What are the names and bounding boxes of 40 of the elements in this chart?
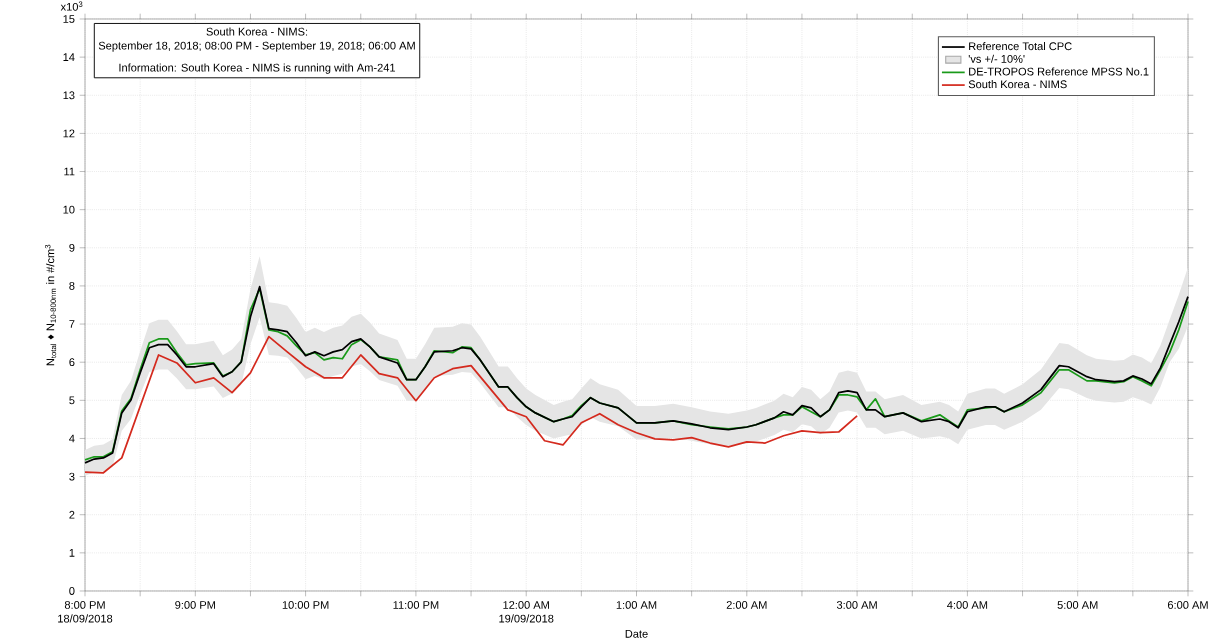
x-tick-label: 5:00 AM xyxy=(1057,601,1098,609)
y-tick-label: 14 xyxy=(63,53,75,61)
y-tick-label: 5 xyxy=(69,396,75,405)
y-axis-title: N$_{total}$ ♦ N$_{10-800nm}$ in #/cm$^{3}$ xyxy=(44,244,57,366)
y-tick-label: 13 xyxy=(63,91,75,100)
text: 18/09/2018 xyxy=(58,614,113,623)
y-tick-label: 6 xyxy=(69,358,75,367)
text: 19/09/2018 xyxy=(499,614,554,623)
y-tick-label: 0 xyxy=(69,587,75,595)
annotation: Information: South Korea - NIMS is running with Am-241 xyxy=(119,63,396,74)
x-tick-label: 6:00 AM xyxy=(1167,601,1208,609)
annotation: South Korea - NIMS: xyxy=(206,27,308,36)
x-tick-label: 12:00 AM xyxy=(503,601,549,609)
x-tick-label: 3:00 AM xyxy=(836,601,877,609)
y-tick-label: 10 xyxy=(63,205,75,214)
text: x10$^{3}$ xyxy=(60,1,83,11)
y-tick-label: 15 xyxy=(63,15,75,23)
y-tick-label: 7 xyxy=(69,320,75,328)
y-tick-label: 1 xyxy=(69,549,75,557)
annotation: 'vs +/- 10%' xyxy=(968,54,1025,63)
x-tick-label: 1:00 AM xyxy=(616,601,657,609)
legend-label: Reference Total CPC xyxy=(969,42,1072,51)
legend-label: South Korea - NIMS xyxy=(968,80,1067,89)
y-tick-label: 3 xyxy=(69,472,75,481)
y-tick-label: 2 xyxy=(69,510,75,519)
legend-label: DE-TROPOS Reference MPSS No.1 xyxy=(969,67,1149,76)
y-tick-label: 8 xyxy=(69,282,75,290)
annotation: September 18, 2018; 08:00 PM - September 19, 2018; 06:00 AM xyxy=(98,41,415,52)
y-tick-label: 12 xyxy=(63,129,75,138)
line-series xyxy=(84,335,858,474)
x-tick-label: 11:00 PM xyxy=(393,601,439,609)
x-tick-label: 4:00 AM xyxy=(947,601,988,609)
y-tick-label: 11 xyxy=(64,167,75,176)
x-tick-label: 8:00 PM xyxy=(64,601,105,609)
y-tick-label: 9 xyxy=(69,243,75,252)
y-tick-label: 4 xyxy=(69,434,75,443)
x-tick-label: 2:00 AM xyxy=(726,601,767,609)
x-tick-label: 10:00 PM xyxy=(282,601,329,609)
x-tick-label: 9:00 PM xyxy=(175,601,215,609)
x-axis-title: Date xyxy=(625,630,648,638)
